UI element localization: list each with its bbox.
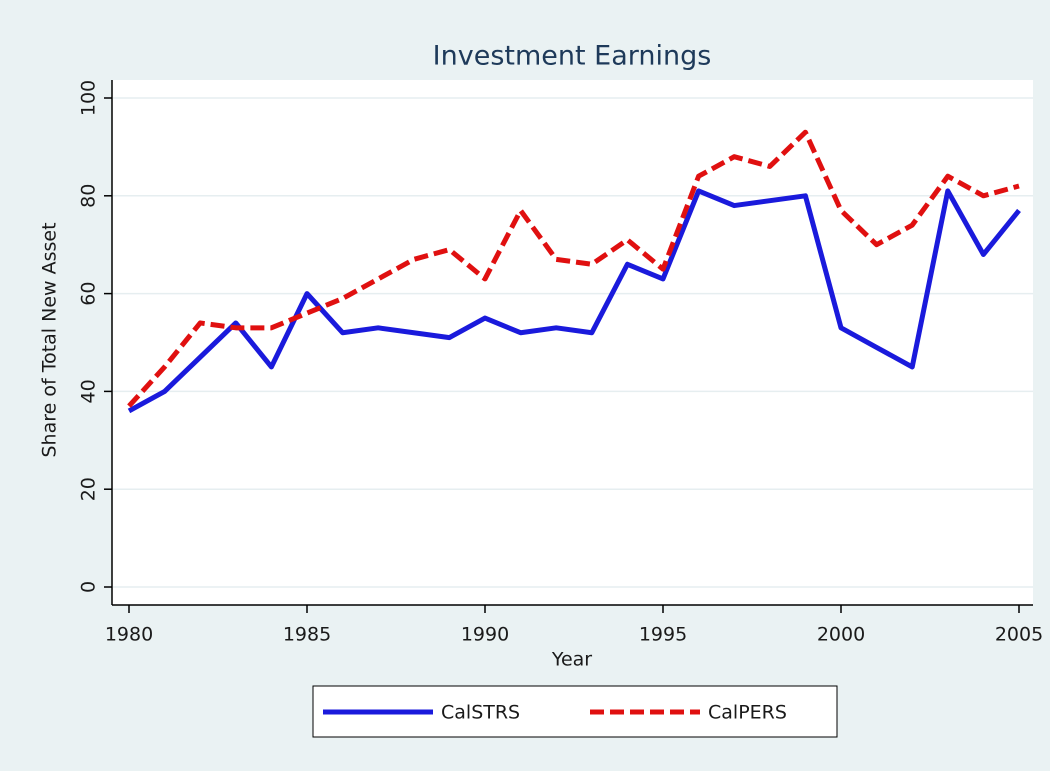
- x-axis-label: Year: [551, 649, 592, 671]
- line-series: [127, 188, 1021, 414]
- x-tick-label: 1985: [283, 624, 331, 646]
- y-tick-label: 100: [78, 80, 100, 116]
- x-tick-label: 2000: [817, 624, 865, 646]
- legend-label: CalSTRS: [441, 702, 520, 724]
- plot-area: [112, 80, 1033, 605]
- y-tick-label: 20: [78, 477, 100, 501]
- y-axis-label: Share of Total New Asset: [39, 222, 61, 457]
- x-tick-label: 2005: [995, 624, 1043, 646]
- y-tick-label: 40: [78, 379, 100, 403]
- chart-title: Investment Earnings: [433, 41, 712, 72]
- y-tick-label: 60: [78, 282, 100, 306]
- x-tick-label: 1990: [461, 624, 509, 646]
- y-tick-label: 0: [78, 581, 100, 593]
- x-tick-label: 1980: [105, 624, 153, 646]
- y-tick-label: 80: [78, 184, 100, 208]
- legend-label: CalPERS: [708, 702, 787, 724]
- line-series: [127, 129, 1020, 408]
- x-tick-label: 1995: [639, 624, 687, 646]
